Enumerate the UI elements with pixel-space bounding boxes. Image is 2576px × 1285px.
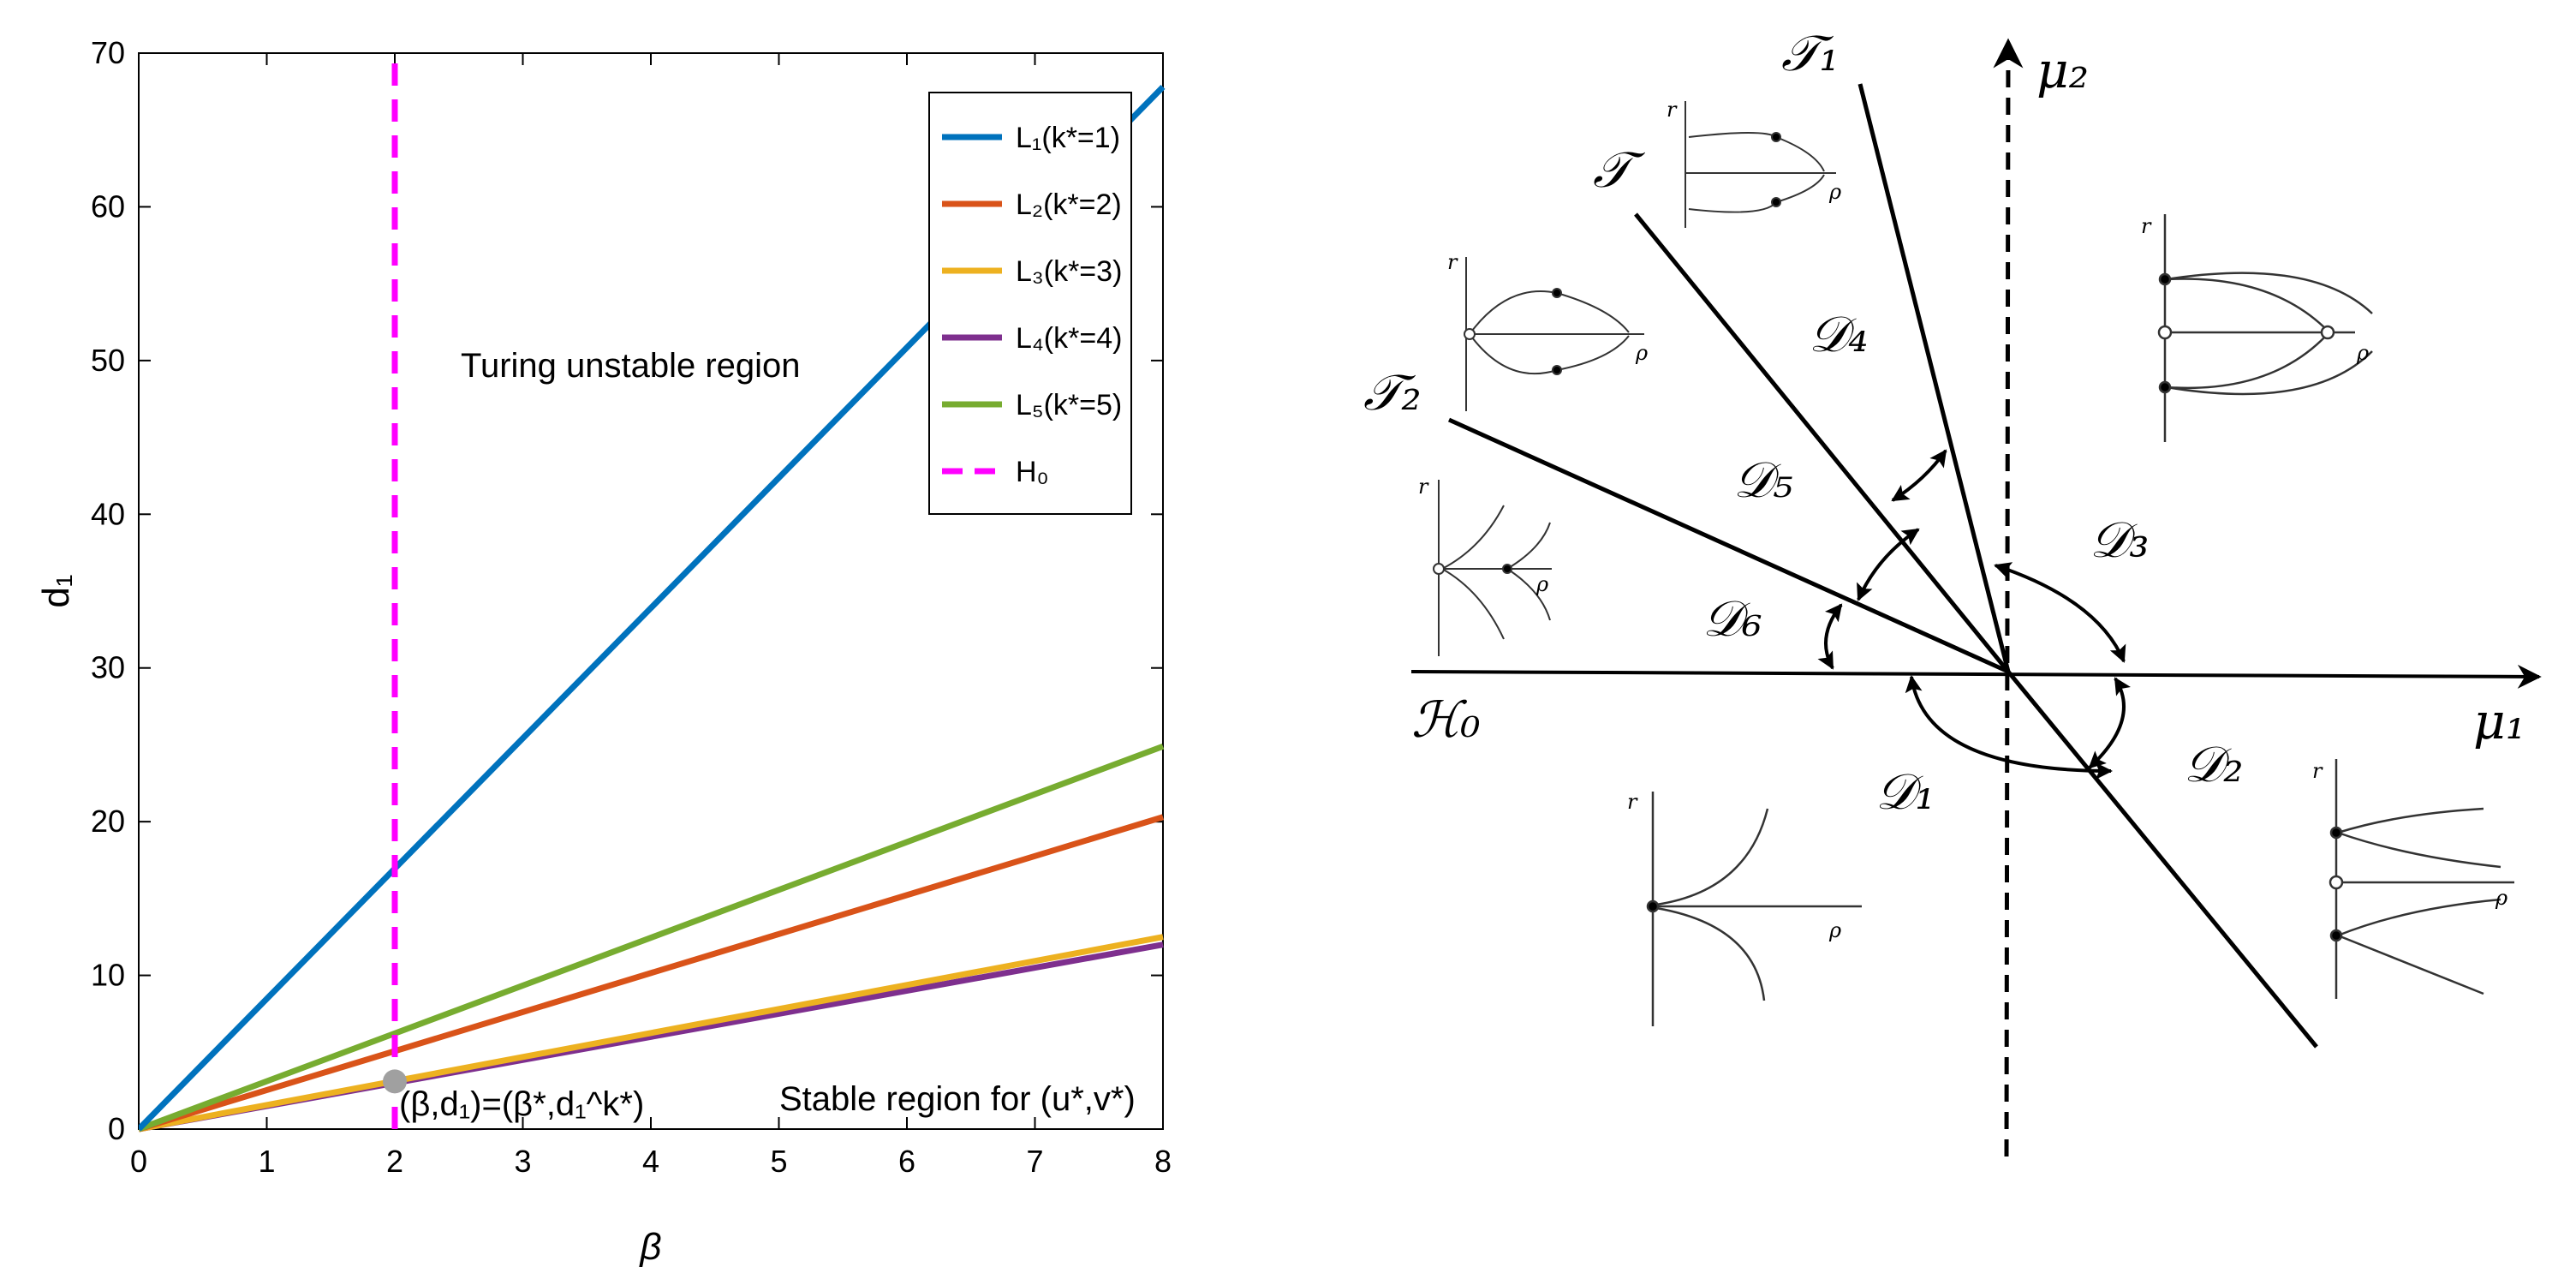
series-line [139, 934, 1164, 1133]
legend-label: L₁(k*=1) [1016, 122, 1120, 154]
x-tick-label: 0 [130, 1144, 147, 1179]
series-line [139, 814, 1165, 1133]
svg-text:ρ: ρ [1828, 180, 1841, 204]
t-label: 𝒯 [1593, 140, 1646, 199]
annotation-turing-region: Turing unstable region [461, 347, 801, 385]
x-tick-label: 3 [514, 1144, 531, 1179]
t2-label: 𝒯₂ [1363, 363, 1422, 421]
phase-portrait-d3: r ρ [2141, 214, 2373, 442]
region-d1: 𝒟₁ [1875, 762, 1935, 821]
y-tick-label: 30 [91, 650, 125, 685]
svg-text:ρ: ρ [1828, 918, 1841, 942]
transition-arrows [1817, 449, 2132, 780]
svg-text:r: r [1627, 790, 1638, 814]
arrow-d3-d4 [1994, 562, 2126, 663]
h0-axis [1410, 664, 2542, 689]
y-tick-label: 60 [91, 188, 125, 224]
y-axis-label: d₁ [35, 574, 77, 607]
svg-text:r: r [2141, 214, 2152, 238]
region-d2: 𝒟₂ [2184, 735, 2244, 793]
line-t1 [1857, 83, 2011, 672]
mu1-label: μ₁ [2473, 692, 2525, 750]
left-chart: 0 1 2 3 4 5 6 7 8 0 10 20 30 40 50 60 70 β d₁ Turing un… [35, 35, 1172, 1268]
x-tick-label: 7 [1026, 1144, 1043, 1179]
line-t [1634, 212, 2010, 673]
x-axis-label: β [638, 1226, 661, 1268]
legend: L₁(k*=1) L₂(k*=2) L₃(k*=3) L₄(k*=4) L₅(k*=5)… [928, 92, 1132, 515]
arrow-d4-d5 [1891, 449, 1947, 502]
t1-label: 𝒯₁ [1781, 24, 1840, 82]
points-layer [383, 1069, 407, 1094]
legend-label: L₃(k*=3) [1016, 255, 1122, 288]
x-ticks: 0 1 2 3 4 5 6 7 8 [130, 53, 1172, 1179]
y-ticks: 0 10 20 30 40 50 60 70 [91, 35, 1163, 1146]
region-d6: 𝒟₆ [1702, 589, 1762, 648]
mu2-label: μ₂ [2036, 41, 2089, 99]
line-lower [2007, 670, 2318, 1049]
series-line [139, 743, 1165, 1133]
arrow-d1-d2 [1905, 675, 2113, 780]
legend-label: H₀ [1016, 456, 1049, 488]
svg-text:r: r [1447, 250, 1458, 274]
y-tick-label: 10 [91, 958, 125, 993]
arrow-d6-h0 [1817, 603, 1843, 670]
x-tick-label: 4 [642, 1144, 659, 1179]
svg-text:ρ: ρ [1635, 341, 1648, 365]
x-tick-label: 5 [770, 1144, 787, 1179]
line-t2 [1447, 417, 2010, 674]
bifurcation-diagram: μ₂ μ₁ 𝒯₁ 𝒯 𝒯₂ ℋ₀ 𝒟₁ 𝒟₂ 𝒟₃ 𝒟₄ 𝒟₅ 𝒟₆ [1363, 24, 2542, 1157]
critical-point-marker [383, 1069, 407, 1094]
y-tick-label: 40 [91, 496, 125, 531]
legend-label: L₂(k*=2) [1016, 188, 1122, 221]
region-d5: 𝒟₅ [1733, 451, 1793, 509]
h0-label: ℋ₀ [1411, 690, 1481, 749]
x-tick-label: 2 [386, 1144, 403, 1179]
y-tick-label: 50 [91, 343, 125, 378]
svg-text:r: r [1418, 475, 1429, 499]
arrow-d5-d6 [1857, 528, 1920, 601]
svg-text:r: r [2312, 759, 2323, 783]
region-d3: 𝒟₃ [2090, 511, 2150, 569]
arrow-d2-d3 [2088, 677, 2132, 769]
phase-portrait-d4: r ρ [1667, 98, 1841, 228]
svg-text:ρ: ρ [2495, 886, 2507, 910]
phase-portrait-d1: r ρ [1627, 790, 1862, 1026]
svg-text:r: r [1667, 98, 1678, 122]
x-tick-label: 8 [1154, 1144, 1172, 1179]
y-tick-label: 20 [91, 804, 125, 839]
legend-label: L₅(k*=5) [1016, 389, 1122, 421]
region-d4: 𝒟₄ [1809, 305, 1869, 363]
y-tick-label: 0 [108, 1111, 125, 1146]
svg-text:ρ: ρ [2356, 341, 2369, 365]
svg-text:ρ: ρ [1535, 572, 1548, 596]
mu2-axis [1993, 38, 2024, 1157]
phase-portrait-d5: r ρ [1447, 250, 1648, 411]
annotation-stable-region: Stable region for (u*,v*) [779, 1080, 1136, 1118]
phase-portrait-d2: r ρ [2312, 759, 2514, 999]
legend-label: L₄(k*=4) [1016, 322, 1122, 355]
y-tick-label: 70 [91, 35, 125, 70]
legend-box [928, 92, 1132, 515]
annotation-critical-point: (β,d₁)=(β*,d₁^k*) [399, 1085, 644, 1123]
x-tick-label: 1 [258, 1144, 275, 1179]
x-tick-label: 6 [898, 1144, 915, 1179]
phase-portrait-d6: r ρ [1418, 475, 1552, 656]
